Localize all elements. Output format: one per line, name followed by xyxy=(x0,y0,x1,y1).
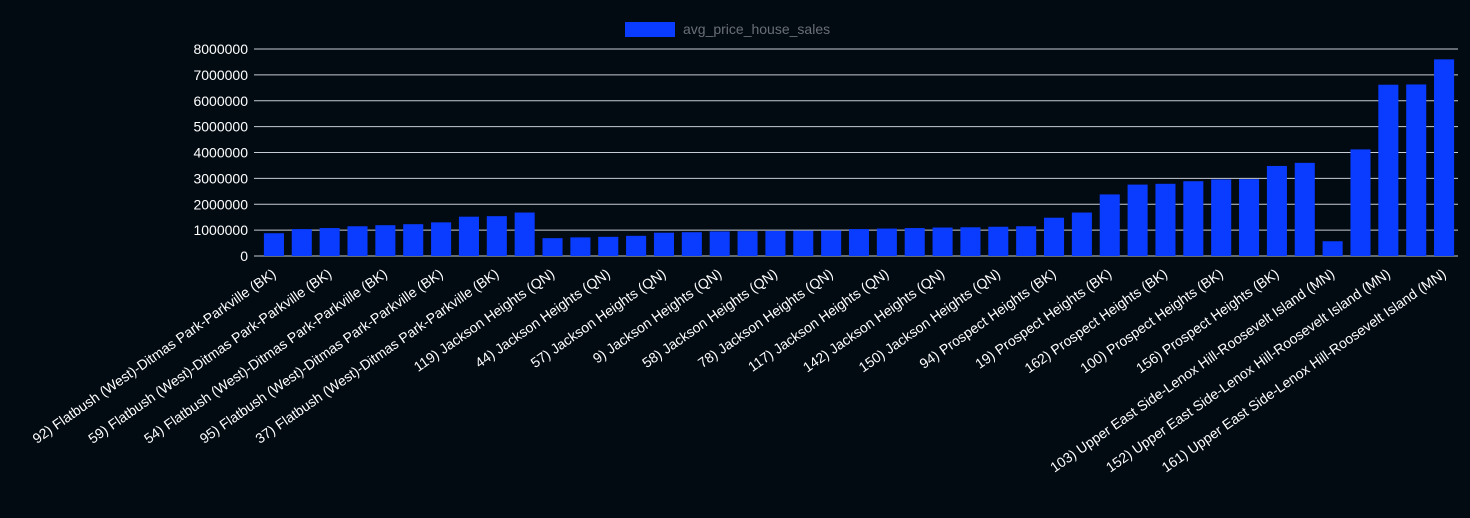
bar[interactable] xyxy=(709,231,730,256)
bar[interactable] xyxy=(347,226,368,256)
bar[interactable] xyxy=(598,236,619,256)
bar[interactable] xyxy=(1043,217,1065,256)
x-axis-ticks: 92) Flatbush (West)-Ditmas Park-Parkvill… xyxy=(29,265,1448,475)
legend[interactable]: avg_price_house_sales xyxy=(625,21,830,37)
y-tick-label: 7000000 xyxy=(193,67,248,83)
bar[interactable] xyxy=(403,224,424,256)
bar[interactable] xyxy=(988,226,1009,256)
bar[interactable] xyxy=(626,235,647,256)
gridlines xyxy=(254,48,1458,257)
bar[interactable] xyxy=(1155,183,1176,256)
bar[interactable] xyxy=(1434,59,1455,256)
legend-label: avg_price_house_sales xyxy=(683,21,830,37)
bar[interactable] xyxy=(793,230,814,256)
bar[interactable] xyxy=(1350,149,1371,256)
bar[interactable] xyxy=(458,216,479,256)
bar[interactable] xyxy=(1322,241,1343,256)
bar[interactable] xyxy=(1211,179,1232,256)
bar[interactable] xyxy=(514,212,535,256)
bar[interactable] xyxy=(681,232,702,256)
bar[interactable] xyxy=(1071,212,1092,256)
bar[interactable] xyxy=(1406,84,1427,256)
y-tick-label: 1000000 xyxy=(193,222,248,238)
bar[interactable] xyxy=(1239,179,1260,256)
y-tick-label: 3000000 xyxy=(193,170,248,186)
y-tick-label: 8000000 xyxy=(193,41,248,57)
bar[interactable] xyxy=(821,230,842,256)
bar[interactable] xyxy=(1294,162,1315,256)
bar[interactable] xyxy=(1378,84,1399,257)
bar[interactable] xyxy=(570,237,591,256)
bar[interactable] xyxy=(375,225,396,256)
bar[interactable] xyxy=(904,228,925,256)
bar[interactable] xyxy=(1099,194,1120,256)
bar[interactable] xyxy=(542,238,563,256)
bar[interactable] xyxy=(765,230,786,256)
y-tick-label: 2000000 xyxy=(193,196,248,212)
y-tick-label: 0 xyxy=(240,248,248,264)
bar[interactable] xyxy=(1266,165,1287,256)
bars xyxy=(263,59,1455,257)
legend-swatch xyxy=(625,22,675,37)
bar[interactable] xyxy=(431,222,452,256)
y-tick-label: 5000000 xyxy=(193,119,248,135)
bar[interactable] xyxy=(653,232,675,256)
bar[interactable] xyxy=(1127,184,1148,256)
y-tick-label: 4000000 xyxy=(193,145,248,161)
y-axis-ticks: 0 1000000 2000000 3000000 4000000 5000000 6000… xyxy=(193,41,248,264)
bar[interactable] xyxy=(876,228,897,256)
bar[interactable] xyxy=(960,227,981,256)
y-tick-label: 6000000 xyxy=(193,93,248,109)
bar[interactable] xyxy=(319,228,340,256)
bar[interactable] xyxy=(1183,181,1204,256)
bar[interactable] xyxy=(932,227,953,256)
bar[interactable] xyxy=(486,216,507,256)
bar[interactable] xyxy=(263,233,284,256)
bar[interactable] xyxy=(737,231,758,256)
bar[interactable] xyxy=(1016,226,1037,256)
bar[interactable] xyxy=(291,229,312,256)
x-tick-label: 54) Flatbush (West)-Ditmas Park-Parkvill… xyxy=(141,265,390,446)
bar[interactable] xyxy=(848,229,870,256)
